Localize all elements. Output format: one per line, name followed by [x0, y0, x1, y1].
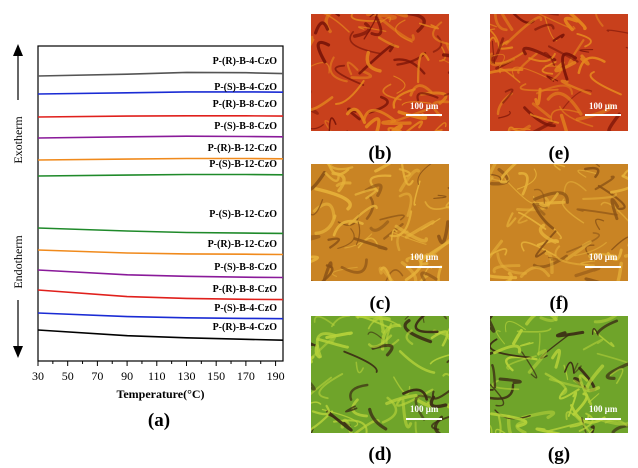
endotherm-label: Endotherm	[11, 235, 25, 289]
caption-e: (e)	[548, 143, 570, 164]
micrograph-d	[311, 316, 449, 433]
series-line	[37, 91, 284, 95]
micrograph-c	[311, 164, 449, 281]
series-label: P-(S)-B-4-CzO	[214, 82, 277, 93]
series-line	[37, 227, 284, 235]
series-label: P-(S)-B-8-CzO	[214, 121, 277, 132]
scale-bar	[585, 114, 621, 116]
endotherm-arrow-head	[13, 346, 23, 358]
dsc-chart: 30 50 70 90 110 130 150 170 190 Temperature(°C) Ex…	[11, 44, 285, 401]
series-line	[37, 312, 284, 320]
micrograph-b	[311, 14, 449, 131]
series-line	[37, 269, 284, 279]
x-tick-label: 30	[32, 369, 44, 383]
micrograph-e	[490, 14, 628, 131]
micrograph-g	[490, 316, 628, 433]
scale-bar-label: 100 μm	[410, 252, 439, 262]
series-line	[37, 329, 284, 341]
x-tick-label: 170	[237, 369, 255, 383]
scale-bar-label: 100 μm	[410, 404, 439, 414]
caption-f: (f)	[549, 293, 569, 314]
scale-bar	[406, 114, 442, 116]
x-tick-label: 190	[267, 369, 285, 383]
scale-bar	[585, 418, 621, 420]
series-label: P-(R)-B-12-CzO	[208, 143, 278, 154]
scale-bar-label: 100 μm	[410, 101, 439, 111]
series-label: P-(S)-B-12-CzO	[209, 159, 277, 170]
x-tick-label: 110	[148, 369, 166, 383]
series-label: P-(R)-B-4-CzO	[213, 56, 278, 67]
exotherm-label: Exotherm	[11, 116, 25, 164]
x-tick-label: 50	[62, 369, 74, 383]
series-line	[37, 71, 284, 77]
scale-bar	[585, 266, 621, 268]
series-line	[37, 135, 284, 139]
caption-a: (a)	[147, 410, 171, 431]
series-label: P-(R)-B-4-CzO	[213, 322, 278, 333]
series-line	[37, 173, 284, 177]
series-line	[37, 249, 284, 256]
series-label: P-(R)-B-8-CzO	[213, 284, 278, 295]
series-line	[37, 289, 284, 301]
scale-bar-label: 100 μm	[589, 101, 618, 111]
x-tick-label: 70	[91, 369, 103, 383]
x-tick-label: 90	[121, 369, 133, 383]
x-tick-label: 150	[207, 369, 225, 383]
caption-c: (c)	[369, 293, 391, 314]
caption-d: (d)	[368, 444, 392, 465]
series-label: P-(R)-B-12-CzO	[208, 239, 278, 250]
series-label: P-(S)-B-8-CzO	[214, 262, 277, 273]
scale-bar	[406, 418, 442, 420]
caption-g: (g)	[547, 444, 571, 465]
scale-bar-label: 100 μm	[589, 252, 618, 262]
series-line	[37, 115, 284, 118]
series-label: P-(S)-B-12-CzO	[209, 209, 277, 220]
series-line	[37, 157, 284, 161]
series-label: P-(R)-B-8-CzO	[213, 99, 278, 110]
x-tick-label: 130	[177, 369, 195, 383]
caption-b: (b)	[368, 143, 392, 164]
micrograph-f	[490, 164, 628, 281]
x-axis-label: Temperature(°C)	[116, 387, 204, 401]
plot-frame	[37, 45, 284, 362]
exotherm-arrow-head	[13, 44, 23, 56]
scale-bar-label: 100 μm	[589, 404, 618, 414]
series-label: P-(S)-B-4-CzO	[214, 303, 277, 314]
scale-bar	[406, 266, 442, 268]
